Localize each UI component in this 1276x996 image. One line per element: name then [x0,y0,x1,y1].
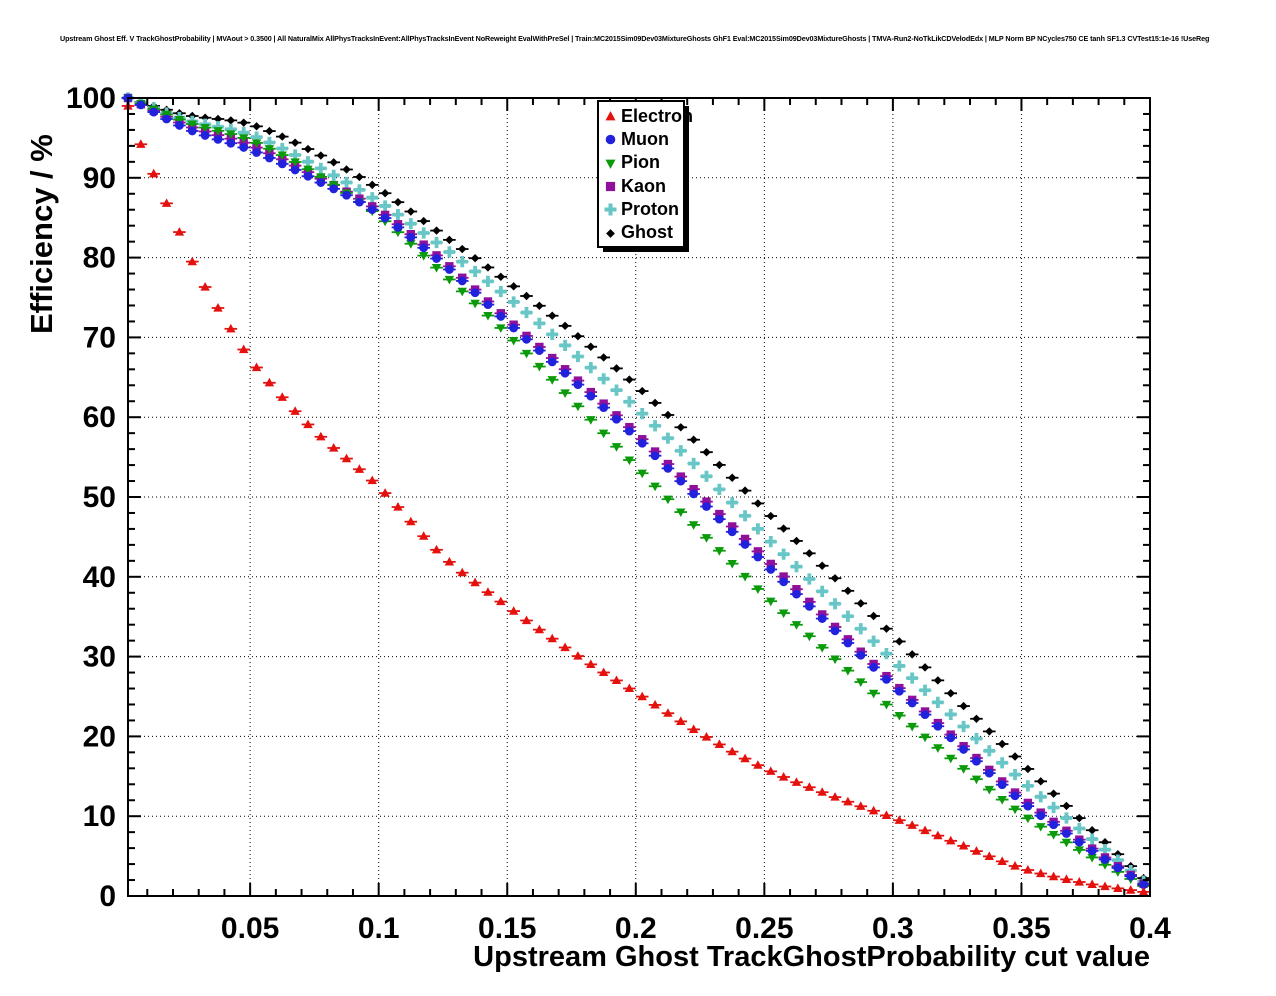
x-tick-label: 0.4 [1129,912,1171,945]
x-tick-label: 0.1 [358,912,400,945]
legend-item-pion: Pion [603,152,683,173]
x-tick-label: 0.05 [221,912,279,945]
y-tick-label: 20 [83,720,116,753]
y-tick-label: 60 [83,401,116,434]
pion-marker-icon [605,159,616,169]
y-tick-label: 80 [83,242,116,275]
x-axis-title: Upstream Ghost TrackGhostProbability cut… [473,941,1150,973]
x-tick-labels: 0.05 0.1 0.15 0.2 0.25 0.3 0.35 0.4 [221,912,1171,945]
plot-title: Upstream Ghost Eff. V TrackGhostProbabil… [60,34,1210,43]
electron-marker-icon [605,111,616,121]
legend-item-label: Ghost [621,222,673,243]
y-tick-label: 50 [83,481,116,514]
legend-item-label: Pion [621,152,660,173]
proton-marker-icon [604,203,617,216]
kaon-marker-icon [605,182,616,192]
y-tick-label: 10 [83,800,116,833]
y-tick-label: 30 [83,641,116,674]
y-tick-label: 0 [99,880,116,913]
x-tick-label: 0.3 [872,912,914,945]
series-electron [121,100,1150,896]
ghost-marker-icon [606,228,615,238]
legend: Electron Muon Pion Kaon Proton Ghost [597,100,693,248]
x-tick-label: 0.25 [735,912,793,945]
legend-item-electron: Electron [603,105,693,126]
legend-item-label: Proton [621,198,679,219]
legend-item-ghost: Ghost [603,222,683,243]
axis-ticks [128,97,1151,897]
y-tick-label: 70 [83,321,116,354]
legend-item-label: Electron [621,105,694,126]
legend-item-muon: Muon [603,128,683,149]
x-tick-label: 0.2 [615,912,657,945]
legend-item-label: Kaon [621,175,666,196]
muon-marker-icon [605,135,616,145]
series-proton [121,92,1150,887]
series-muon [121,93,1150,890]
y-tick-labels: 0 10 20 30 40 50 60 70 80 90 100 [66,82,116,913]
x-tick-label: 0.15 [478,912,536,945]
legend-item-kaon: Kaon [603,175,683,196]
legend-item-proton: Proton [603,198,683,219]
y-tick-label: 100 [66,82,116,115]
x-tick-label: 0.35 [992,912,1050,945]
y-tick-label: 90 [83,162,116,195]
legend-item-label: Muon [621,128,669,149]
y-tick-label: 40 [83,561,116,594]
